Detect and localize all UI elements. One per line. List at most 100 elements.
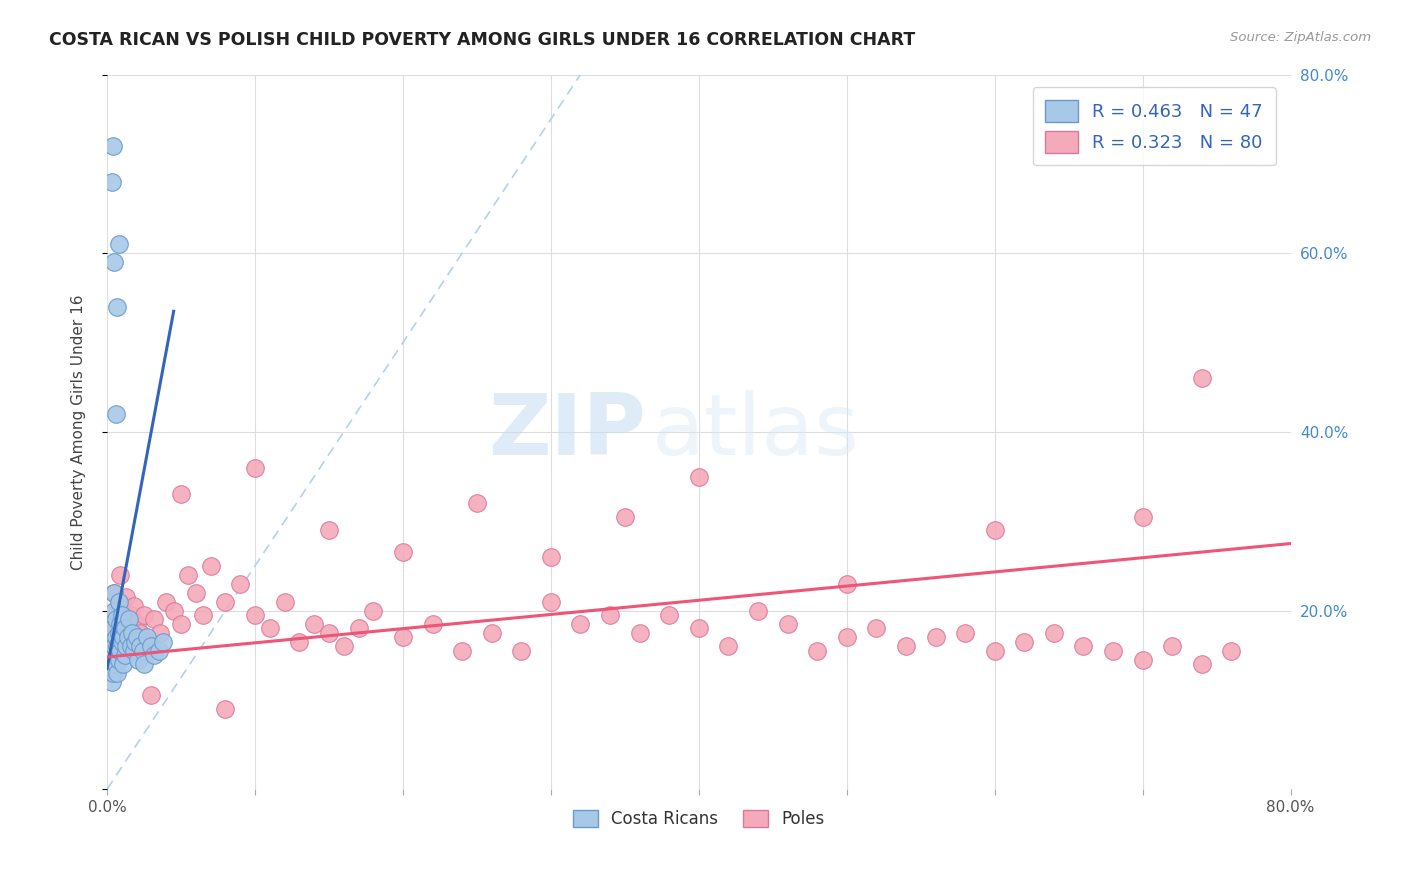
Point (118, 631, 141, 645)
Point (259, 621, 281, 635)
Point (953, 626, 976, 640)
Point (125, 616, 148, 631)
Point (177, 567, 200, 582)
Point (108, 640, 131, 654)
Point (924, 631, 946, 645)
Point (128, 640, 150, 654)
Point (658, 607, 681, 622)
Point (112, 631, 135, 645)
Point (110, 616, 132, 631)
Point (1132, 509, 1154, 524)
Point (125, 631, 148, 645)
Point (108, 626, 131, 640)
Point (112, 607, 135, 622)
Point (103, 585, 125, 599)
Y-axis label: Child Poverty Among Girls Under 16: Child Poverty Among Girls Under 16 (72, 294, 86, 570)
Point (152, 635, 174, 649)
Point (132, 657, 155, 672)
Point (243, 607, 266, 622)
Point (392, 545, 415, 559)
Point (688, 469, 710, 483)
Point (110, 567, 132, 582)
Point (103, 585, 125, 599)
Point (894, 640, 917, 654)
Point (104, 621, 127, 635)
Point (776, 616, 799, 631)
Point (98, 648, 121, 663)
Point (114, 621, 136, 635)
Point (100, 175, 122, 189)
Point (104, 657, 127, 672)
Point (193, 607, 215, 622)
Legend: Costa Ricans, Poles: Costa Ricans, Poles (567, 803, 831, 835)
Point (103, 603, 125, 617)
Point (148, 644, 170, 658)
Point (1191, 657, 1213, 672)
Text: ZIP: ZIP (488, 391, 645, 474)
Point (115, 590, 138, 604)
Point (983, 523, 1005, 537)
Point (200, 558, 222, 573)
Point (363, 603, 385, 617)
Point (318, 523, 340, 537)
Point (115, 640, 138, 654)
Point (806, 644, 828, 658)
Point (170, 487, 193, 501)
Point (613, 509, 636, 524)
Point (983, 644, 1005, 658)
Point (273, 594, 295, 608)
Point (143, 612, 166, 626)
Point (122, 644, 145, 658)
Point (101, 666, 124, 681)
Point (170, 616, 193, 631)
Text: COSTA RICAN VS POLISH CHILD POVERTY AMONG GIRLS UNDER 16 CORRELATION CHART: COSTA RICAN VS POLISH CHILD POVERTY AMON… (49, 31, 915, 49)
Point (214, 594, 236, 608)
Point (1073, 640, 1095, 654)
Point (107, 640, 129, 654)
Point (103, 255, 125, 269)
Point (107, 666, 129, 681)
Point (392, 631, 415, 645)
Point (111, 626, 134, 640)
Point (114, 648, 136, 663)
Point (128, 626, 150, 640)
Point (451, 644, 474, 658)
Point (121, 626, 143, 640)
Text: atlas: atlas (651, 391, 859, 474)
Point (865, 621, 887, 635)
Point (104, 631, 127, 645)
Point (835, 576, 858, 591)
Point (108, 594, 131, 608)
Point (141, 640, 163, 654)
Point (1014, 635, 1036, 649)
Point (688, 621, 710, 635)
Point (347, 621, 370, 635)
Point (111, 607, 134, 622)
Point (163, 603, 186, 617)
Point (747, 603, 769, 617)
Text: Source: ZipAtlas.com: Source: ZipAtlas.com (1230, 31, 1371, 45)
Point (111, 635, 134, 649)
Point (717, 640, 740, 654)
Point (243, 460, 266, 475)
Point (288, 635, 311, 649)
Point (132, 607, 155, 622)
Point (104, 612, 127, 626)
Point (127, 653, 149, 667)
Point (103, 640, 125, 654)
Point (122, 599, 145, 613)
Point (1132, 653, 1154, 667)
Point (540, 594, 562, 608)
Point (143, 648, 166, 663)
Point (481, 626, 503, 640)
Point (422, 616, 444, 631)
Point (104, 407, 127, 421)
Point (117, 621, 139, 635)
Point (108, 237, 131, 252)
Point (510, 644, 533, 658)
Point (138, 635, 160, 649)
Point (1043, 626, 1066, 640)
Point (120, 640, 142, 654)
Point (131, 644, 153, 658)
Point (107, 603, 129, 617)
